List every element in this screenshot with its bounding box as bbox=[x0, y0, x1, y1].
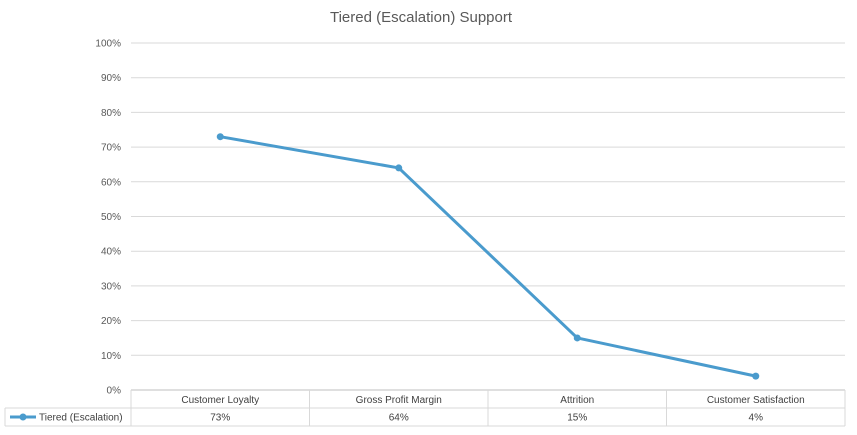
y-tick-label: 60% bbox=[101, 177, 121, 188]
category-label: Customer Satisfaction bbox=[707, 395, 805, 406]
y-tick-label: 70% bbox=[101, 143, 121, 154]
y-tick-label: 50% bbox=[101, 212, 121, 223]
data-point[interactable] bbox=[752, 372, 760, 380]
y-tick-label: 0% bbox=[107, 386, 122, 397]
y-tick-label: 10% bbox=[101, 351, 121, 362]
y-tick-label: 30% bbox=[101, 281, 121, 292]
data-point[interactable] bbox=[573, 334, 581, 342]
legend-series-name: Tiered (Escalation) bbox=[39, 413, 123, 424]
data-table-value: 15% bbox=[567, 413, 587, 424]
data-point[interactable] bbox=[216, 133, 224, 141]
chart-title: Tiered (Escalation) Support bbox=[330, 9, 513, 26]
data-point[interactable] bbox=[395, 164, 403, 172]
category-label: Customer Loyalty bbox=[181, 395, 259, 406]
category-label: Attrition bbox=[560, 395, 594, 406]
category-label: Gross Profit Margin bbox=[356, 395, 442, 406]
series-line bbox=[218, 135, 758, 378]
data-table-value: 73% bbox=[210, 413, 230, 424]
y-tick-label: 20% bbox=[101, 316, 121, 327]
data-table-value: 4% bbox=[749, 413, 764, 424]
y-tick-label: 80% bbox=[101, 108, 121, 119]
data-table-value: 64% bbox=[389, 413, 409, 424]
legend-key-marker bbox=[19, 413, 27, 421]
y-tick-label: 100% bbox=[95, 39, 121, 50]
y-tick-label: 90% bbox=[101, 73, 121, 84]
y-tick-label: 40% bbox=[101, 247, 121, 258]
